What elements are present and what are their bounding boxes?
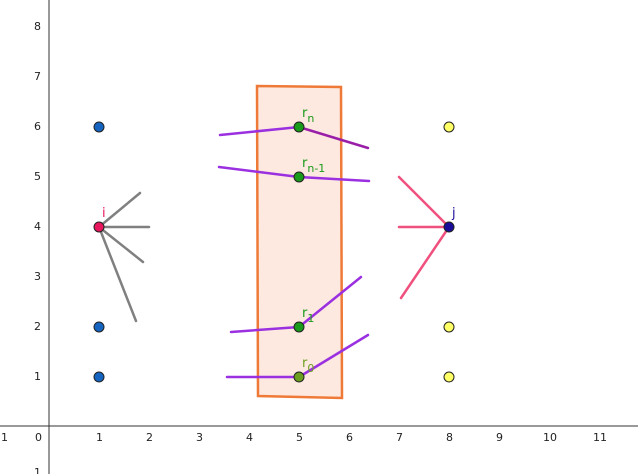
x-tick-label: 2 (146, 431, 153, 444)
right-point[interactable] (443, 371, 455, 383)
x-tick-label: 5 (296, 431, 303, 444)
y-tick-label: 4 (34, 220, 41, 233)
purple-segment (229, 325, 301, 334)
purple-segment (218, 125, 301, 137)
gray-segment (97, 225, 145, 264)
x-tick-label: 0 (35, 431, 42, 444)
point-i[interactable] (93, 221, 105, 233)
relay-region-quadrilateral (255, 84, 344, 400)
pink-segments (397, 175, 451, 300)
gray-segment (97, 225, 138, 323)
gray-segments (97, 191, 151, 323)
x-tick-label: 1 (96, 431, 103, 444)
label-r-1-main: r (302, 306, 308, 321)
y-tick-label: 7 (34, 70, 41, 83)
point-labels: i j rn rn-1 r1 r0 (102, 106, 456, 375)
pink-segment (399, 225, 451, 300)
x-tick-label: 1 (1, 431, 8, 444)
x-tick-label: 6 (346, 431, 353, 444)
label-r-n-minus-1-main: r (302, 156, 308, 171)
point-r-n-minus-1[interactable] (293, 171, 305, 183)
purple-segment (297, 275, 363, 329)
x-tick-label: 7 (396, 431, 403, 444)
y-tick-label: 3 (34, 270, 41, 283)
label-r-n-minus-1-sub: n-1 (307, 162, 325, 175)
x-tick-labels: 1 0 1 2 3 4 5 6 7 8 9 10 11 (1, 431, 607, 444)
y-tick-label: 2 (34, 320, 41, 333)
label-i: i (102, 206, 106, 221)
x-tick-label: 4 (246, 431, 253, 444)
y-tick-label: 5 (34, 170, 41, 183)
x-tick-label: 10 (543, 431, 557, 444)
y-tick-labels: 1 2 3 4 5 6 7 8 1 (34, 20, 41, 474)
label-r-n: rn (302, 106, 314, 125)
purple-segment (297, 333, 370, 379)
label-j: j (451, 206, 456, 221)
label-r-0: r0 (302, 356, 314, 375)
point-r-0[interactable] (293, 371, 305, 383)
purple-segment (297, 175, 371, 183)
label-r-1-sub: 1 (307, 312, 314, 325)
purple-segment (217, 165, 301, 179)
label-r-n-minus-1: rn-1 (302, 156, 325, 175)
pink-segment (397, 175, 451, 229)
y-tick-label: 8 (34, 20, 41, 33)
label-r-n-sub: n (307, 112, 314, 125)
point-r-n[interactable] (293, 121, 305, 133)
x-tick-label: 3 (196, 431, 203, 444)
label-r-0-main: r (302, 356, 308, 371)
point-j[interactable] (443, 221, 455, 233)
y-tick-label: 1 (34, 466, 41, 474)
left-point[interactable] (93, 371, 105, 383)
right-point[interactable] (443, 121, 455, 133)
point-r-1[interactable] (293, 321, 305, 333)
gray-segment (97, 191, 142, 229)
purple-segment (297, 125, 370, 150)
left-point[interactable] (93, 321, 105, 333)
label-r-0-sub: 0 (307, 362, 314, 375)
label-r-1: r1 (302, 306, 314, 325)
right-point[interactable] (443, 321, 455, 333)
y-tick-label: 6 (34, 120, 41, 133)
y-tick-label: 1 (34, 370, 41, 383)
x-tick-label: 9 (496, 431, 503, 444)
label-r-n-main: r (302, 106, 308, 121)
points (93, 121, 455, 383)
left-point[interactable] (93, 121, 105, 133)
x-tick-label: 8 (446, 431, 453, 444)
x-tick-label: 11 (593, 431, 607, 444)
purple-segments (217, 125, 371, 379)
